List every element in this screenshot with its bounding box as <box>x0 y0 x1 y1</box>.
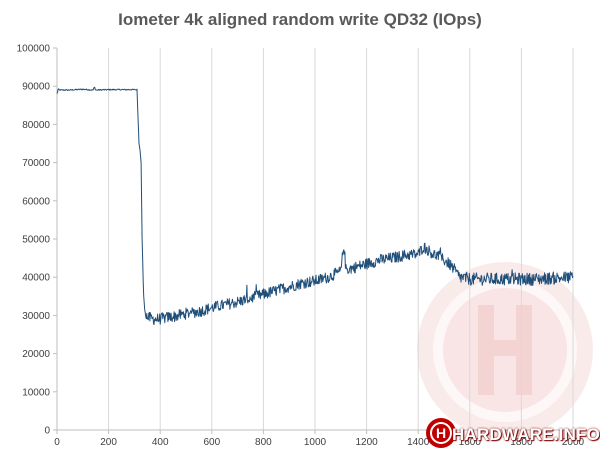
y-tick-label: 30000 <box>22 311 50 322</box>
series-line <box>56 86 574 326</box>
watermark-brand-name: HARDWARE <box>452 425 554 444</box>
x-tick-label: 0 <box>54 437 60 448</box>
y-tick-label: 100000 <box>17 44 51 55</box>
x-axis-ticks: 0 200 400 600 800 1000 1200 1400 1600 1800 2000 <box>54 430 585 448</box>
x-tick-label: 400 <box>152 437 169 448</box>
x-tick-label: 1400 <box>407 437 430 448</box>
y-tick-label: 80000 <box>22 120 50 131</box>
y-tick-label: 70000 <box>22 158 50 169</box>
y-tick-label: 50000 <box>22 235 50 246</box>
watermark-brand: HARDWARE.INFO <box>452 425 600 445</box>
y-tick-label: 40000 <box>22 273 50 284</box>
y-axis-ticks: 0 10000 20000 30000 40000 50000 60000 70000 8000… <box>17 44 57 437</box>
x-tick-label: 1800 <box>510 437 533 448</box>
x-tick-label: 2000 <box>562 437 585 448</box>
x-tick-label: 1600 <box>459 437 482 448</box>
hardware-info-badge <box>426 418 456 448</box>
x-tick-label: 1200 <box>355 437 378 448</box>
x-tick-label: 200 <box>100 437 117 448</box>
grid-lines <box>108 48 574 430</box>
chart-title: Iometer 4k aligned random write QD32 (IO… <box>118 10 482 29</box>
y-tick-label: 20000 <box>22 349 50 360</box>
logo-letter-text: H <box>436 425 446 441</box>
y-tick-label: 60000 <box>22 196 50 207</box>
x-tick-label: 800 <box>255 437 272 448</box>
watermark-logo <box>417 262 593 438</box>
series-group <box>56 86 574 326</box>
watermark-brand-suffix: .INFO <box>553 425 600 444</box>
x-tick-label: 1000 <box>304 437 327 448</box>
y-tick-label: 10000 <box>22 387 50 398</box>
logo-letter: H <box>436 425 446 441</box>
y-tick-label: 90000 <box>22 82 50 93</box>
y-tick-label: 0 <box>44 426 50 437</box>
x-tick-label: 600 <box>203 437 220 448</box>
